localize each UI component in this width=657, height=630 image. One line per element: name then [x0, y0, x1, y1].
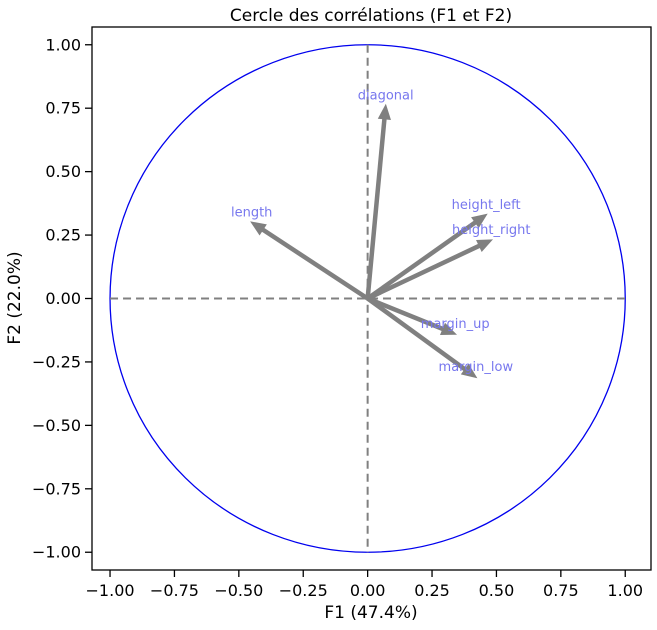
y-tick-label: −1.00 — [32, 543, 81, 562]
y-tick-label: 0.50 — [45, 162, 81, 181]
x-tick-label: 0.00 — [350, 581, 386, 600]
arrow-margin_low — [366, 296, 478, 379]
y-tick-label: −0.50 — [32, 416, 81, 435]
arrow-shaft-height_left — [366, 220, 477, 301]
y-tick-label: 0.25 — [45, 226, 81, 245]
variable-label-margin_low: margin_low — [439, 360, 514, 375]
variable-label-height_left: height_left — [452, 198, 521, 213]
arrow-head-diagonal — [377, 103, 391, 120]
y-tick-label: 0.00 — [45, 289, 81, 308]
arrow-shaft-height_right — [366, 243, 481, 301]
x-tick-label: 0.25 — [414, 581, 450, 600]
y-axis-title: F2 (22.0%) — [5, 251, 25, 344]
variable-label-length: length — [231, 205, 272, 220]
variable-label-diagonal: diagonal — [358, 89, 414, 104]
x-tick-label: −0.25 — [279, 581, 328, 600]
plot-layer: diagonal length height_left height_rightmar… — [109, 44, 626, 553]
arrow-height_left — [366, 213, 488, 301]
variable-label-margin_up: margin_up — [421, 317, 490, 332]
x-tick-label: −0.75 — [150, 581, 199, 600]
arrow-shaft-diagonal — [365, 118, 387, 299]
arrow-length — [250, 221, 369, 301]
x-tick-label: −0.50 — [214, 581, 263, 600]
arrow-head-margin_low — [460, 363, 478, 379]
x-tick-label: −1.00 — [86, 581, 135, 600]
x-tick-label: 0.50 — [479, 581, 515, 600]
chart-title: Cercle des corrélations (F1 et F2) — [230, 6, 512, 26]
arrow-head-height_right — [476, 239, 494, 253]
arrow-head-length — [250, 221, 267, 236]
x-tick-label: 1.00 — [607, 581, 643, 600]
axis-layer: −1.00 −0.75 −0.50 −0.25 0.00 0.25 0.50 0.75 1.00… — [32, 26, 652, 600]
arrow-head-margin_up — [439, 322, 458, 336]
variable-label-height_right: height_right — [452, 223, 530, 238]
y-tick-label: −0.25 — [32, 352, 81, 371]
arrow-height_right — [366, 239, 494, 301]
y-tick-label: 1.00 — [45, 35, 81, 54]
y-tick-label: −0.75 — [32, 479, 81, 498]
arrow-diagonal — [365, 103, 391, 299]
arrow-head-height_left — [471, 213, 488, 229]
arrow-shaft-length — [261, 227, 369, 301]
arrow-shaft-margin_low — [366, 296, 467, 372]
x-axis-title: F1 (47.4%) — [324, 603, 417, 623]
y-tick-label: 0.75 — [45, 99, 81, 118]
arrow-shaft-margin_up — [366, 296, 445, 332]
arrow-margin_up — [366, 296, 458, 336]
x-tick-label: 0.75 — [543, 581, 579, 600]
